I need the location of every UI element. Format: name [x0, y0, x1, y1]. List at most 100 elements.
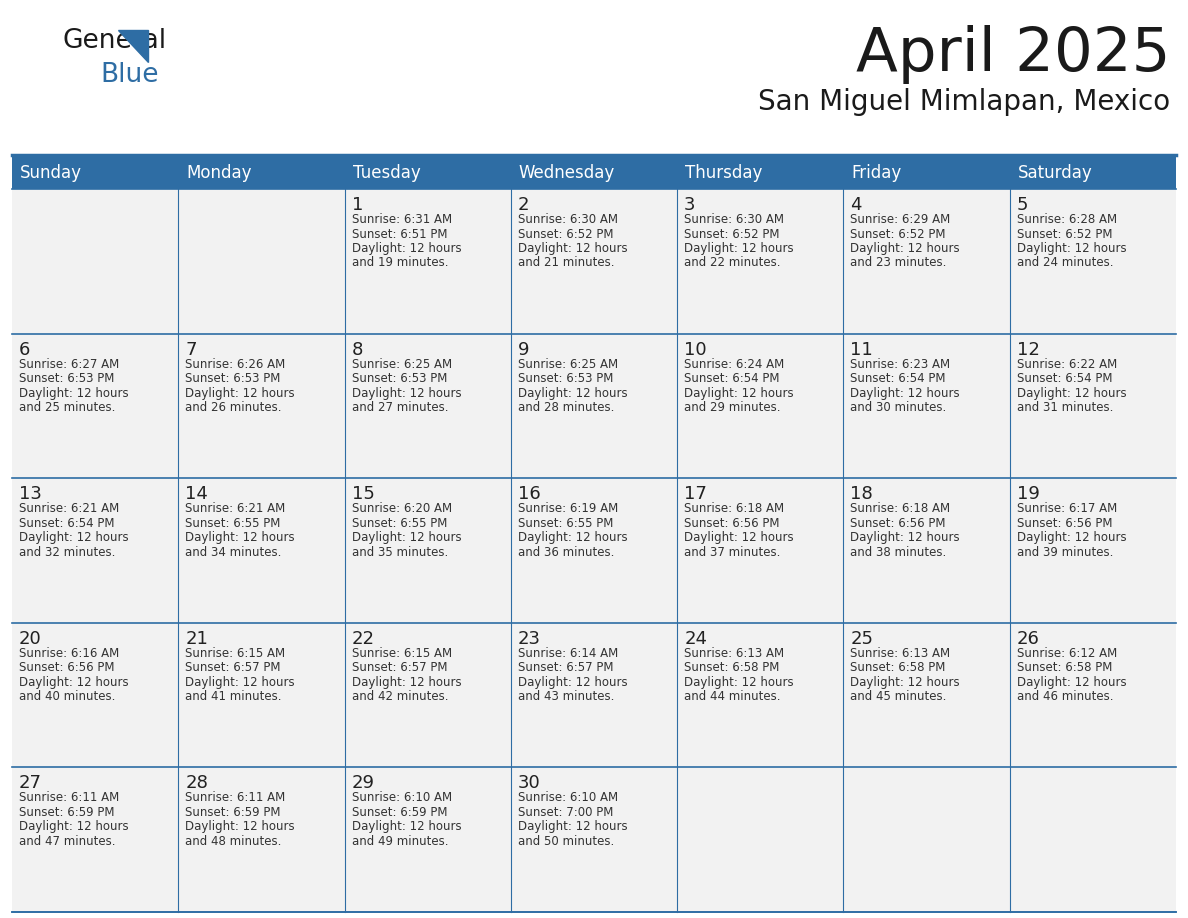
- Text: 18: 18: [851, 486, 873, 503]
- Text: and 30 minutes.: and 30 minutes.: [851, 401, 947, 414]
- Text: Sunset: 6:56 PM: Sunset: 6:56 PM: [19, 661, 114, 675]
- Text: Sunrise: 6:19 AM: Sunrise: 6:19 AM: [518, 502, 618, 515]
- Bar: [12, 189, 178, 333]
- Text: 29: 29: [352, 775, 374, 792]
- Text: Sunset: 6:55 PM: Sunset: 6:55 PM: [518, 517, 613, 530]
- Text: and 45 minutes.: and 45 minutes.: [851, 690, 947, 703]
- Bar: [677, 622, 843, 767]
- Text: Friday: Friday: [852, 164, 902, 182]
- Text: and 47 minutes.: and 47 minutes.: [19, 834, 115, 848]
- Bar: [178, 189, 345, 333]
- Text: Sunrise: 6:15 AM: Sunrise: 6:15 AM: [352, 647, 451, 660]
- Text: Daylight: 12 hours: Daylight: 12 hours: [684, 532, 794, 544]
- Text: Sunset: 6:58 PM: Sunset: 6:58 PM: [684, 661, 779, 675]
- Text: Daylight: 12 hours: Daylight: 12 hours: [19, 676, 128, 688]
- Text: and 19 minutes.: and 19 minutes.: [352, 256, 448, 270]
- Text: 22: 22: [352, 630, 374, 648]
- Text: and 31 minutes.: and 31 minutes.: [1017, 401, 1113, 414]
- Text: 27: 27: [19, 775, 42, 792]
- Text: and 49 minutes.: and 49 minutes.: [352, 834, 448, 848]
- Bar: [843, 478, 1010, 622]
- Text: Sunrise: 6:13 AM: Sunrise: 6:13 AM: [851, 647, 950, 660]
- Bar: [12, 478, 178, 622]
- Text: Sunset: 6:56 PM: Sunset: 6:56 PM: [1017, 517, 1112, 530]
- Text: Daylight: 12 hours: Daylight: 12 hours: [851, 242, 960, 255]
- Text: 21: 21: [185, 630, 208, 648]
- Text: Sunset: 6:56 PM: Sunset: 6:56 PM: [684, 517, 779, 530]
- Text: Daylight: 12 hours: Daylight: 12 hours: [684, 676, 794, 688]
- Text: Daylight: 12 hours: Daylight: 12 hours: [518, 676, 627, 688]
- Text: and 21 minutes.: and 21 minutes.: [518, 256, 614, 270]
- Text: Daylight: 12 hours: Daylight: 12 hours: [19, 821, 128, 834]
- Text: Sunset: 6:54 PM: Sunset: 6:54 PM: [1017, 372, 1112, 385]
- Text: Daylight: 12 hours: Daylight: 12 hours: [1017, 676, 1126, 688]
- Text: Daylight: 12 hours: Daylight: 12 hours: [518, 821, 627, 834]
- Text: and 34 minutes.: and 34 minutes.: [185, 545, 282, 559]
- Text: Sunset: 7:00 PM: Sunset: 7:00 PM: [518, 806, 613, 819]
- Text: Sunset: 6:53 PM: Sunset: 6:53 PM: [185, 372, 280, 385]
- Text: Sunday: Sunday: [20, 164, 82, 182]
- Text: and 27 minutes.: and 27 minutes.: [352, 401, 448, 414]
- Text: and 36 minutes.: and 36 minutes.: [518, 545, 614, 559]
- Text: Daylight: 12 hours: Daylight: 12 hours: [185, 532, 295, 544]
- Text: Sunset: 6:53 PM: Sunset: 6:53 PM: [19, 372, 114, 385]
- Text: Sunset: 6:52 PM: Sunset: 6:52 PM: [518, 228, 613, 241]
- Text: Sunrise: 6:10 AM: Sunrise: 6:10 AM: [518, 791, 618, 804]
- Text: and 40 minutes.: and 40 minutes.: [19, 690, 115, 703]
- Text: Sunrise: 6:12 AM: Sunrise: 6:12 AM: [1017, 647, 1117, 660]
- Text: Sunrise: 6:21 AM: Sunrise: 6:21 AM: [185, 502, 285, 515]
- Text: Sunrise: 6:18 AM: Sunrise: 6:18 AM: [684, 502, 784, 515]
- Text: Sunset: 6:52 PM: Sunset: 6:52 PM: [851, 228, 946, 241]
- Text: San Miguel Mimlapan, Mexico: San Miguel Mimlapan, Mexico: [758, 88, 1170, 116]
- Bar: [843, 622, 1010, 767]
- Text: Blue: Blue: [100, 62, 158, 88]
- Text: Daylight: 12 hours: Daylight: 12 hours: [19, 532, 128, 544]
- Text: Daylight: 12 hours: Daylight: 12 hours: [352, 242, 461, 255]
- Bar: [1010, 333, 1176, 478]
- Text: Daylight: 12 hours: Daylight: 12 hours: [851, 386, 960, 399]
- Bar: [1010, 478, 1176, 622]
- Text: 3: 3: [684, 196, 696, 214]
- Text: Daylight: 12 hours: Daylight: 12 hours: [352, 821, 461, 834]
- Bar: [178, 478, 345, 622]
- Bar: [511, 478, 677, 622]
- Text: Daylight: 12 hours: Daylight: 12 hours: [518, 532, 627, 544]
- Text: and 43 minutes.: and 43 minutes.: [518, 690, 614, 703]
- Bar: [511, 333, 677, 478]
- Bar: [345, 333, 511, 478]
- Text: Sunrise: 6:16 AM: Sunrise: 6:16 AM: [19, 647, 119, 660]
- Text: 7: 7: [185, 341, 197, 359]
- Text: Daylight: 12 hours: Daylight: 12 hours: [684, 242, 794, 255]
- Text: 1: 1: [352, 196, 364, 214]
- Text: Sunrise: 6:25 AM: Sunrise: 6:25 AM: [352, 358, 451, 371]
- Text: and 50 minutes.: and 50 minutes.: [518, 834, 614, 848]
- Text: Sunrise: 6:22 AM: Sunrise: 6:22 AM: [1017, 358, 1117, 371]
- Text: Sunrise: 6:13 AM: Sunrise: 6:13 AM: [684, 647, 784, 660]
- Bar: [843, 333, 1010, 478]
- Text: Sunrise: 6:23 AM: Sunrise: 6:23 AM: [851, 358, 950, 371]
- Bar: [843, 767, 1010, 912]
- Polygon shape: [118, 30, 148, 62]
- Text: and 39 minutes.: and 39 minutes.: [1017, 545, 1113, 559]
- Text: 30: 30: [518, 775, 541, 792]
- Bar: [12, 767, 178, 912]
- Text: 26: 26: [1017, 630, 1040, 648]
- Bar: [843, 189, 1010, 333]
- Text: 24: 24: [684, 630, 707, 648]
- Text: 13: 13: [19, 486, 42, 503]
- Text: Sunrise: 6:11 AM: Sunrise: 6:11 AM: [185, 791, 285, 804]
- Text: Sunset: 6:59 PM: Sunset: 6:59 PM: [185, 806, 280, 819]
- Text: and 35 minutes.: and 35 minutes.: [352, 545, 448, 559]
- Text: Monday: Monday: [187, 164, 252, 182]
- Text: 8: 8: [352, 341, 364, 359]
- Text: Sunrise: 6:10 AM: Sunrise: 6:10 AM: [352, 791, 451, 804]
- Text: Sunset: 6:59 PM: Sunset: 6:59 PM: [352, 806, 447, 819]
- Bar: [511, 189, 677, 333]
- Text: 23: 23: [518, 630, 541, 648]
- Text: 2: 2: [518, 196, 530, 214]
- Bar: [178, 333, 345, 478]
- Text: 12: 12: [1017, 341, 1040, 359]
- Text: Sunrise: 6:27 AM: Sunrise: 6:27 AM: [19, 358, 119, 371]
- Text: Sunrise: 6:28 AM: Sunrise: 6:28 AM: [1017, 213, 1117, 226]
- Text: and 38 minutes.: and 38 minutes.: [851, 545, 947, 559]
